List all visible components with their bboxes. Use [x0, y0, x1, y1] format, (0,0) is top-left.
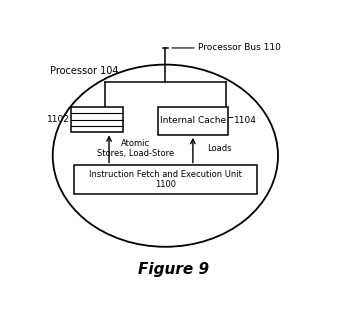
Text: Atomic: Atomic [121, 139, 150, 148]
Text: 1100: 1100 [155, 180, 176, 190]
Bar [158, 107, 228, 135]
Bar [74, 165, 257, 194]
Text: Internal Cache: Internal Cache [160, 116, 226, 125]
Bar [71, 107, 123, 132]
Text: Figure 9: Figure 9 [138, 262, 209, 277]
Text: Processor Bus 110: Processor Bus 110 [198, 44, 281, 52]
Text: Processor 104: Processor 104 [50, 66, 119, 76]
Text: Loads: Loads [207, 144, 232, 154]
Text: Instruction Fetch and Execution Unit: Instruction Fetch and Execution Unit [89, 170, 242, 179]
Text: Stores, Load-Store: Stores, Load-Store [97, 149, 174, 158]
Text: 1104: 1104 [234, 116, 256, 125]
Text: 1102: 1102 [47, 115, 70, 124]
